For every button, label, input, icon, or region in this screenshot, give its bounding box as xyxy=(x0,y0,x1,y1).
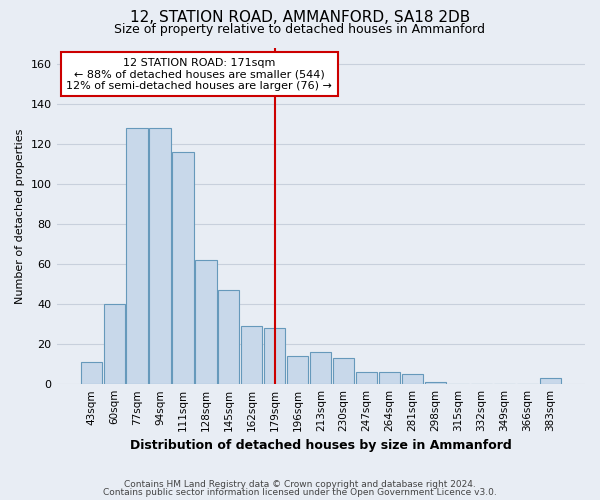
Bar xyxy=(172,152,194,384)
Bar xyxy=(310,352,331,384)
Bar xyxy=(104,304,125,384)
Bar xyxy=(379,372,400,384)
Bar xyxy=(540,378,561,384)
Bar xyxy=(241,326,262,384)
X-axis label: Distribution of detached houses by size in Ammanford: Distribution of detached houses by size … xyxy=(130,440,512,452)
Text: Size of property relative to detached houses in Ammanford: Size of property relative to detached ho… xyxy=(115,22,485,36)
Bar xyxy=(264,328,286,384)
Bar xyxy=(287,356,308,384)
Y-axis label: Number of detached properties: Number of detached properties xyxy=(15,128,25,304)
Text: 12, STATION ROAD, AMMANFORD, SA18 2DB: 12, STATION ROAD, AMMANFORD, SA18 2DB xyxy=(130,10,470,25)
Text: 12 STATION ROAD: 171sqm
← 88% of detached houses are smaller (544)
12% of semi-d: 12 STATION ROAD: 171sqm ← 88% of detache… xyxy=(66,58,332,91)
Bar xyxy=(149,128,170,384)
Bar xyxy=(333,358,354,384)
Bar xyxy=(356,372,377,384)
Text: Contains public sector information licensed under the Open Government Licence v3: Contains public sector information licen… xyxy=(103,488,497,497)
Bar xyxy=(127,128,148,384)
Bar xyxy=(80,362,101,384)
Text: Contains HM Land Registry data © Crown copyright and database right 2024.: Contains HM Land Registry data © Crown c… xyxy=(124,480,476,489)
Bar xyxy=(425,382,446,384)
Bar xyxy=(402,374,423,384)
Bar xyxy=(218,290,239,384)
Bar xyxy=(196,260,217,384)
